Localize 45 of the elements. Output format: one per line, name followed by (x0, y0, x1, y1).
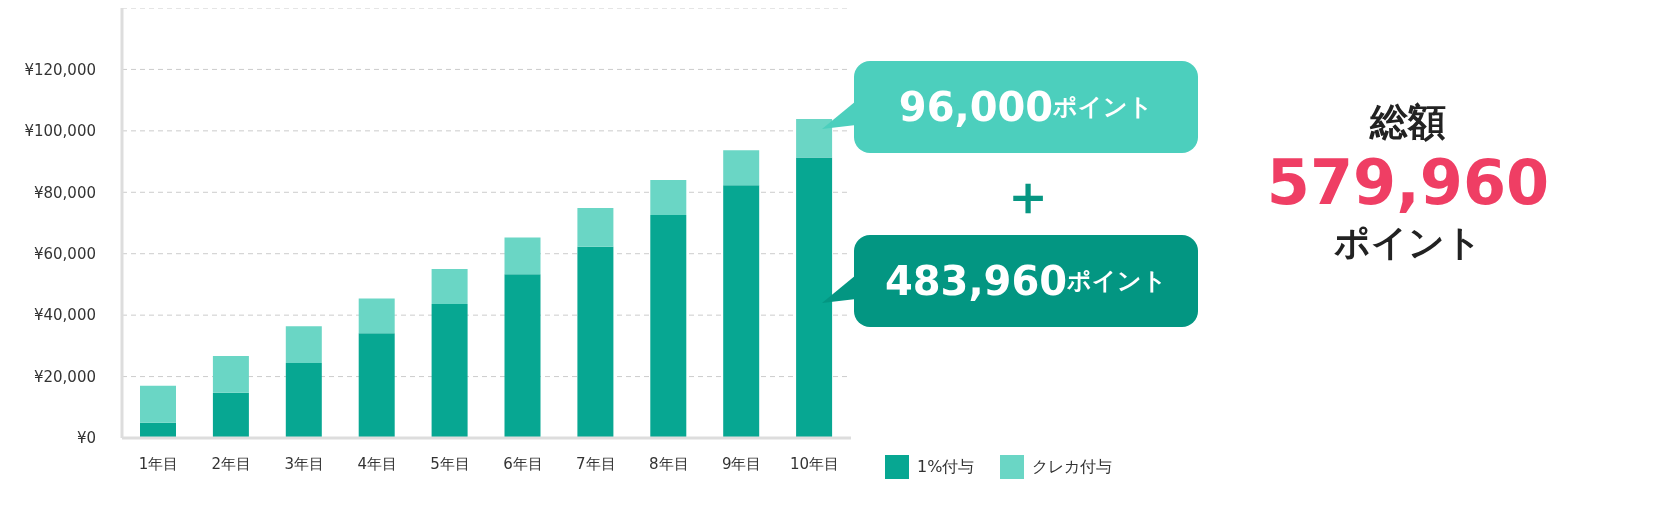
bar (650, 180, 687, 216)
bar (212, 392, 249, 438)
bar (650, 215, 687, 438)
bar (212, 355, 249, 393)
text: 579,960 (1265, 146, 1551, 220)
text: 483,960ポイント (884, 258, 1168, 304)
y-tick-label: ¥100,000 (24, 122, 96, 141)
x-tick-label: 10年目 (790, 454, 840, 473)
bar (796, 157, 833, 438)
bar (723, 150, 760, 186)
y-tick-label: ¥80,000 (33, 183, 96, 202)
x-tick-label: 1年目 (138, 454, 179, 473)
text: ＋ (1000, 164, 1056, 227)
bar (358, 333, 395, 438)
bar (577, 246, 614, 438)
text: ポイント (1333, 221, 1483, 265)
legend-label: クレカ付与 (1032, 456, 1113, 478)
bar (723, 185, 760, 438)
bar (504, 274, 541, 438)
bar (431, 304, 468, 438)
text: 総額 (1368, 99, 1447, 146)
bar (577, 207, 614, 247)
y-tick-label: ¥60,000 (33, 245, 96, 264)
y-tick-label: ¥120,000 (24, 60, 96, 79)
y-tick-label: ¥0 (76, 429, 96, 448)
y-tick-label: ¥40,000 (33, 306, 96, 325)
legend-label: 1%付与 (917, 456, 975, 478)
y-tick-label: ¥20,000 (33, 367, 96, 386)
x-tick-label: 8年目 (648, 454, 689, 473)
x-tick-label: 6年目 (503, 454, 543, 473)
text: 96,000ポイント (898, 84, 1154, 130)
bar (431, 269, 468, 305)
x-tick-label: 7年目 (576, 454, 616, 473)
bar (140, 385, 176, 423)
x-tick-label: 5年目 (430, 454, 470, 473)
x-tick-label: 9年目 (721, 454, 762, 473)
bar (796, 118, 833, 158)
bar (140, 422, 176, 438)
x-tick-label: 2年目 (211, 454, 252, 473)
bar (504, 237, 541, 275)
bar (285, 326, 322, 364)
x-tick-label: 4年目 (357, 454, 397, 473)
x-tick-label: 3年目 (284, 454, 325, 473)
bar (358, 298, 395, 334)
bar (285, 363, 322, 438)
